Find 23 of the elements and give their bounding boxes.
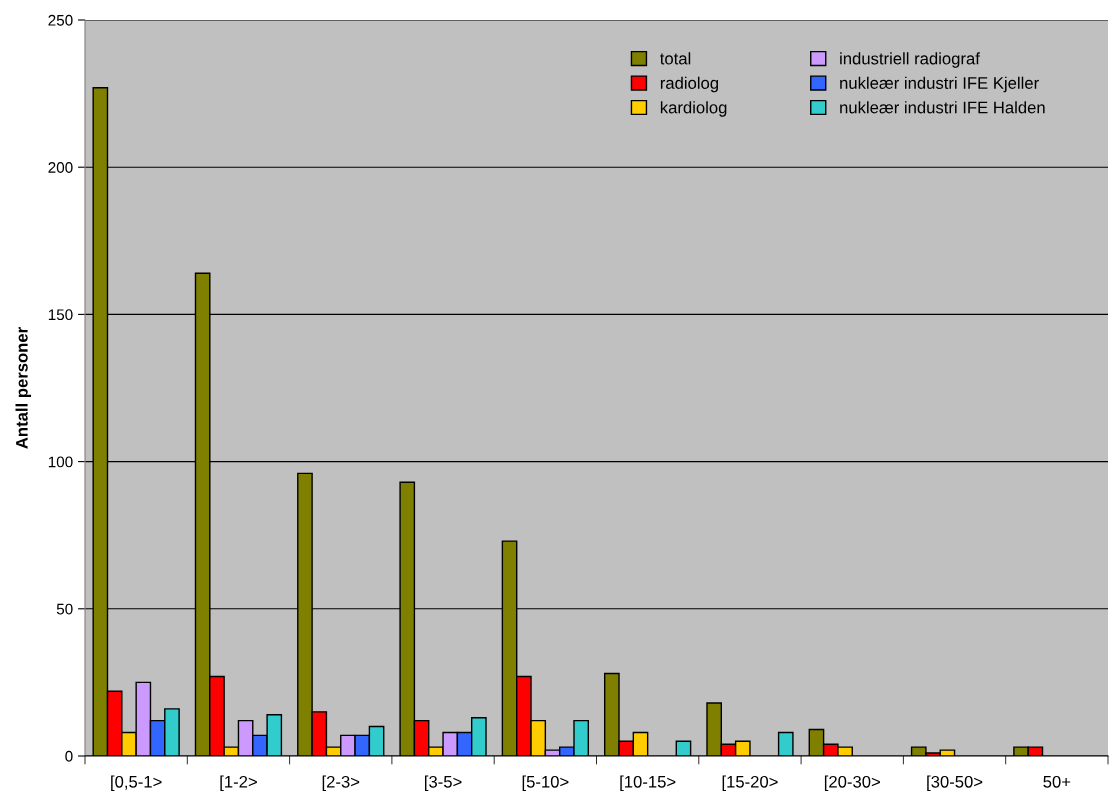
x-tick-label: [20-30>: [824, 775, 880, 791]
y-tick-label: 50: [56, 603, 73, 615]
legend-label: total: [660, 52, 691, 65]
x-tick-label: [2-3>: [322, 775, 360, 791]
legend-label: industriell radiograf: [840, 52, 980, 68]
x-tick-label: [1-2>: [220, 775, 257, 791]
legend-label: kardiolog: [660, 101, 727, 117]
x-tick-label: [3-5>: [425, 775, 462, 791]
y-tick-label: 150: [48, 309, 73, 321]
y-axis-title: Antall personer: [15, 327, 32, 449]
x-tick-label: 50+: [1043, 775, 1071, 788]
x-tick-label: [5-10>: [522, 775, 569, 791]
y-tick-label: 100: [48, 456, 73, 468]
x-tick-label: [30-50>: [927, 775, 983, 791]
x-tick-label: [15-20>: [722, 775, 778, 791]
y-tick-label: 0: [65, 750, 73, 762]
legend-label: radiolog: [660, 76, 719, 93]
legend-label: nukleær industri IFE Halden: [840, 101, 1045, 114]
y-tick-label: 250: [48, 14, 73, 26]
x-tick-label: [10-15>: [620, 775, 676, 791]
x-tick-label: [0,5-1>: [111, 775, 162, 791]
y-tick-label: 200: [48, 162, 73, 173]
legend-label: nukleær industri IFE Kjeller: [840, 76, 1039, 93]
